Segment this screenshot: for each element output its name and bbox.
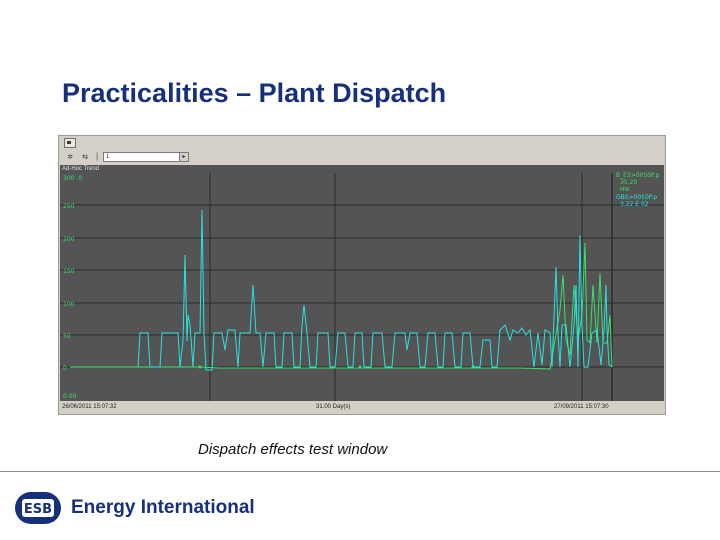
y-tick-label: 200	[63, 236, 75, 243]
combo-arrow-icon[interactable]: ▸	[179, 153, 188, 161]
trend-chart: 300 .0 250 200 150 100 50 0 0.00 B_E3>00…	[60, 172, 664, 401]
logo-lettering: ESB	[24, 502, 52, 517]
toolbar-top	[59, 136, 665, 150]
trend-select-value: 1	[106, 154, 110, 160]
y-tick-label: 150	[63, 268, 75, 275]
series-cyan	[137, 209, 613, 371]
legend-tag-2: GBS>0050P.p	[616, 194, 657, 201]
window-icon[interactable]	[64, 138, 76, 148]
legend-tag-1: B_E3>0050P.p	[616, 172, 660, 179]
toolbar-secondary: ✲ ⇆ │ 1 ▸	[59, 150, 665, 164]
trend-application-window: ✲ ⇆ │ 1 ▸ Ad-Hoc Trend 300 .0	[58, 135, 666, 415]
y-tick-label: 300 .0	[63, 175, 82, 182]
y-tick-label: 0.00	[63, 393, 77, 400]
legend-value-1: 35.20	[620, 179, 637, 186]
series-green	[70, 242, 613, 370]
time-range-bar: 26/06/2011 15:07:32 31.00 Day(s) 27/09/2…	[59, 401, 665, 414]
legend: B_E3>0050P.p 35.20 MW GBS>0050P.p 3.22 E…	[616, 172, 660, 208]
y-tick-label: 50	[63, 333, 71, 340]
legend-value-2: 3.22 E 02	[620, 201, 649, 208]
y-tick-label: 250	[63, 203, 75, 210]
trend-select-combo[interactable]: 1 ▸	[103, 152, 189, 162]
tools-icon[interactable]: ✲	[67, 153, 73, 161]
trend-plot-area[interactable]: Ad-Hoc Trend 300 .0 250 200 150 100	[60, 165, 664, 401]
y-tick-label: 0	[63, 365, 67, 372]
esb-logo: ESB	[15, 492, 61, 524]
slide-title: Practicalities – Plant Dispatch	[62, 78, 447, 108]
brand-name: Energy International	[71, 497, 255, 518]
series-cyan-line	[137, 209, 613, 371]
series-marker	[198, 365, 202, 369]
options-icon[interactable]: ⇆	[82, 153, 88, 161]
y-tick-label: 100	[63, 301, 75, 308]
range-end-time: 27/09/2011 15:07:30	[554, 404, 609, 410]
range-start-time: 26/06/2011 15:07:32	[62, 404, 117, 410]
series-marker	[358, 365, 362, 369]
figure-caption: Dispatch effects test window	[198, 441, 388, 458]
legend-unit-1: MW	[620, 187, 629, 193]
y-axis-labels: 300 .0 250 200 150 100 50 0 0.00	[63, 175, 82, 400]
separator-icon: │	[94, 153, 100, 161]
range-span[interactable]: 31.00 Day(s)	[316, 404, 351, 410]
plot-title: Ad-Hoc Trend	[62, 166, 100, 172]
series-green-line	[70, 242, 613, 370]
footer-divider	[0, 471, 720, 472]
